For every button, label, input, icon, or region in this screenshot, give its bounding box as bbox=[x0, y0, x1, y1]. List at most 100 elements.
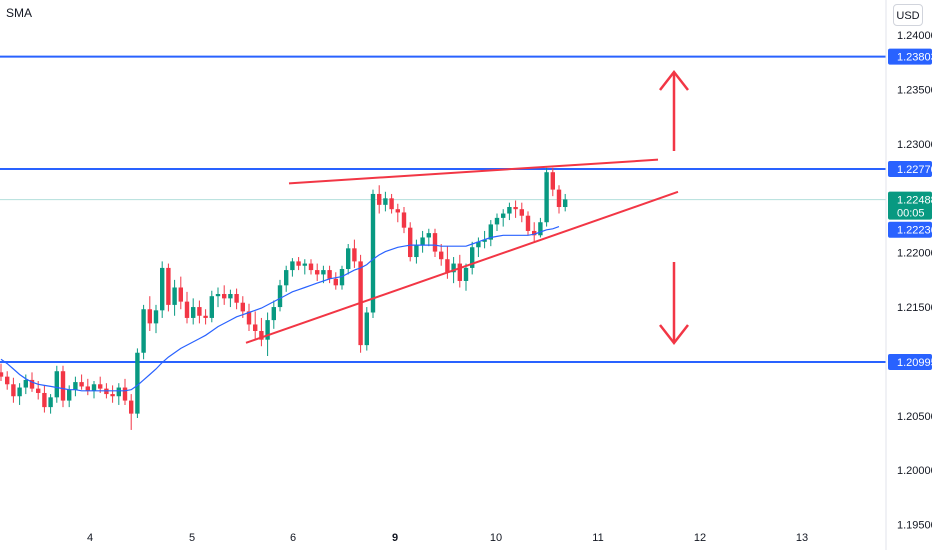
candle bbox=[420, 230, 425, 253]
candle bbox=[525, 211, 531, 236]
candle-body bbox=[135, 352, 140, 414]
candle bbox=[346, 243, 351, 275]
candle bbox=[48, 394, 53, 414]
candle bbox=[0, 363, 4, 382]
candle bbox=[172, 279, 177, 316]
current-price-tag-text: 1.22488 bbox=[897, 195, 932, 207]
sma-line bbox=[0, 226, 560, 392]
x-tick-label: 10 bbox=[490, 532, 502, 544]
candle bbox=[11, 377, 16, 403]
candle-body bbox=[228, 294, 233, 299]
y-tick-label: 1.21500 bbox=[897, 302, 932, 314]
trendline-upper bbox=[288, 158, 659, 185]
candle bbox=[271, 300, 276, 329]
y-tick-label: 1.20500 bbox=[897, 411, 932, 423]
candle bbox=[308, 259, 314, 275]
candle bbox=[42, 385, 47, 413]
candle bbox=[129, 394, 134, 430]
candle bbox=[401, 207, 407, 234]
candle-body bbox=[29, 379, 35, 389]
candle bbox=[141, 304, 146, 360]
candle-body bbox=[67, 389, 72, 401]
indicator-label[interactable]: SMA bbox=[6, 6, 33, 20]
x-tick-label: 4 bbox=[87, 532, 93, 544]
candle bbox=[383, 191, 388, 212]
candle-body bbox=[0, 372, 4, 377]
arrow-down-icon bbox=[659, 262, 689, 346]
candle-body bbox=[445, 259, 450, 273]
candle bbox=[457, 254, 462, 288]
candle-body bbox=[550, 172, 555, 190]
candle bbox=[538, 217, 543, 238]
y-tick-label: 1.22000 bbox=[897, 248, 932, 260]
candle-body bbox=[153, 310, 159, 324]
candle bbox=[284, 265, 289, 292]
candle-body bbox=[277, 285, 283, 308]
candle-body bbox=[42, 392, 47, 408]
candle bbox=[408, 222, 413, 262]
candle-body bbox=[432, 233, 438, 252]
candle-body bbox=[538, 222, 543, 236]
candle-body bbox=[513, 207, 518, 210]
y-tick-label: 1.24000 bbox=[897, 30, 932, 42]
candle bbox=[54, 365, 59, 403]
candle bbox=[339, 265, 345, 290]
currency-button[interactable]: USD bbox=[893, 4, 923, 26]
candle bbox=[327, 265, 332, 284]
candle-body bbox=[532, 230, 537, 236]
candle bbox=[488, 220, 493, 247]
candle-body bbox=[525, 215, 531, 231]
current-price-tag-countdown: 00:05 bbox=[897, 208, 925, 220]
current-price-tag bbox=[888, 191, 932, 220]
candle bbox=[147, 296, 152, 331]
candle-body bbox=[395, 209, 400, 213]
candle-body bbox=[23, 379, 28, 388]
candle-body bbox=[271, 307, 276, 321]
candle bbox=[191, 298, 196, 325]
candle bbox=[544, 167, 549, 227]
candle-body bbox=[476, 241, 481, 248]
candle bbox=[476, 237, 481, 258]
candle-body bbox=[321, 270, 326, 275]
candle-body bbox=[172, 287, 177, 305]
candle-body bbox=[166, 267, 171, 305]
candle-body bbox=[556, 189, 562, 208]
x-tick-label: 6 bbox=[290, 532, 296, 544]
candle-body bbox=[457, 263, 462, 281]
y-tick-label: 1.19500 bbox=[897, 520, 932, 532]
candle-body bbox=[563, 199, 568, 208]
candle bbox=[85, 378, 90, 396]
candle bbox=[153, 304, 159, 334]
candle bbox=[302, 259, 307, 275]
candle bbox=[60, 365, 66, 408]
candle-body bbox=[420, 237, 425, 246]
candle-body bbox=[507, 207, 512, 214]
candle bbox=[23, 374, 28, 395]
candle-body bbox=[439, 251, 444, 260]
candle-body bbox=[333, 278, 338, 286]
x-tick-label: 9 bbox=[392, 532, 398, 544]
candle bbox=[321, 265, 326, 284]
candle-body bbox=[253, 324, 258, 331]
candle bbox=[246, 303, 252, 331]
candle-body bbox=[91, 384, 97, 391]
y-tick-label: 1.23000 bbox=[897, 139, 932, 151]
candle-body bbox=[302, 263, 307, 266]
candle-body bbox=[209, 296, 214, 318]
candle-body bbox=[544, 172, 549, 223]
candle-body bbox=[451, 263, 456, 273]
candle-body bbox=[178, 287, 183, 302]
candle-body bbox=[85, 386, 90, 391]
candle-body bbox=[389, 198, 394, 210]
candle bbox=[67, 385, 72, 408]
level-price-tag bbox=[888, 353, 932, 370]
candle bbox=[73, 376, 78, 397]
trendline-lower bbox=[245, 190, 679, 344]
candle bbox=[519, 202, 524, 223]
candle bbox=[370, 189, 376, 318]
level-price-tag-text: 1.20995 bbox=[897, 357, 932, 369]
candle-body bbox=[426, 233, 431, 238]
candle bbox=[377, 185, 382, 214]
